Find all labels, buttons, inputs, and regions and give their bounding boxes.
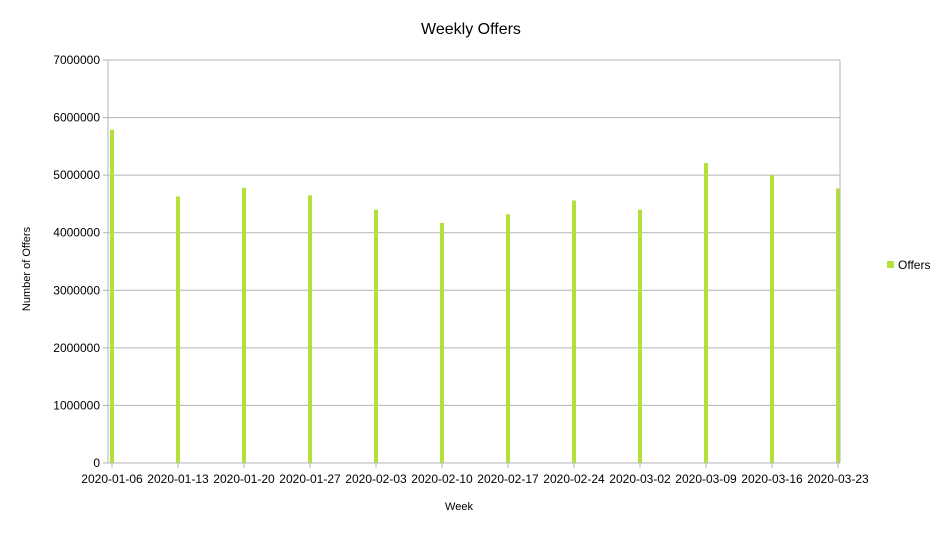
x-tick-label-2020-01-13: 2020-01-13: [147, 472, 209, 486]
y-tick-label-6: 6000000: [53, 111, 100, 125]
bar-2020-03-16: [770, 175, 774, 463]
bar-2020-01-13: [176, 196, 180, 464]
x-tick-label-2020-01-27: 2020-01-27: [279, 472, 341, 486]
y-tick-label-5: 5000000: [53, 168, 100, 182]
x-tick-label-2020-02-24: 2020-02-24: [543, 472, 605, 486]
y-tick-label-4: 4000000: [53, 226, 100, 240]
legend: Offers: [887, 258, 930, 272]
x-tick-label-2020-02-03: 2020-02-03: [345, 472, 407, 486]
x-tick-label-2020-01-06: 2020-01-06: [81, 472, 143, 486]
bar-2020-02-24: [572, 200, 576, 463]
x-tick-label-2020-03-09: 2020-03-09: [675, 472, 737, 486]
y-tick-label-3: 3000000: [53, 283, 100, 297]
bar-2020-03-09: [704, 163, 708, 463]
x-tick-label-2020-03-23: 2020-03-23: [807, 472, 869, 486]
bar-2020-03-02: [638, 209, 642, 463]
axes: 0 1000000 2000000 3000000 4000000 5000000 6000…: [53, 53, 869, 486]
bars: [110, 129, 840, 464]
x-tick-label-2020-01-20: 2020-01-20: [213, 472, 275, 486]
y-tick-label-7: 7000000: [53, 53, 100, 67]
bar-2020-01-20: [242, 187, 246, 463]
bar-2020-02-10: [440, 222, 444, 463]
legend-label-offers: Offers: [898, 258, 930, 272]
y-tick-label-0: 0: [93, 456, 100, 470]
x-tick-label-2020-02-10: 2020-02-10: [411, 472, 473, 486]
bar-2020-02-03: [374, 209, 378, 463]
x-tick-label-2020-03-02: 2020-03-02: [609, 472, 671, 486]
chart-title: Weekly Offers: [421, 21, 521, 38]
y-axis-title: Number of Offers: [21, 226, 33, 311]
x-axis-title: Week: [445, 501, 473, 513]
bar-2020-01-27: [308, 195, 312, 464]
y-tick-label-2: 2000000: [53, 341, 100, 355]
bar-2020-02-17: [506, 214, 510, 463]
y-tick-label-1: 1000000: [53, 398, 100, 412]
bar-2020-03-23: [836, 188, 840, 464]
legend-swatch-offers: [887, 261, 894, 268]
gridlines: [108, 59, 840, 464]
bar-2020-01-06: [110, 129, 114, 463]
x-tick-label-2020-03-16: 2020-03-16: [741, 472, 803, 486]
x-tick-label-2020-02-17: 2020-02-17: [477, 472, 539, 486]
